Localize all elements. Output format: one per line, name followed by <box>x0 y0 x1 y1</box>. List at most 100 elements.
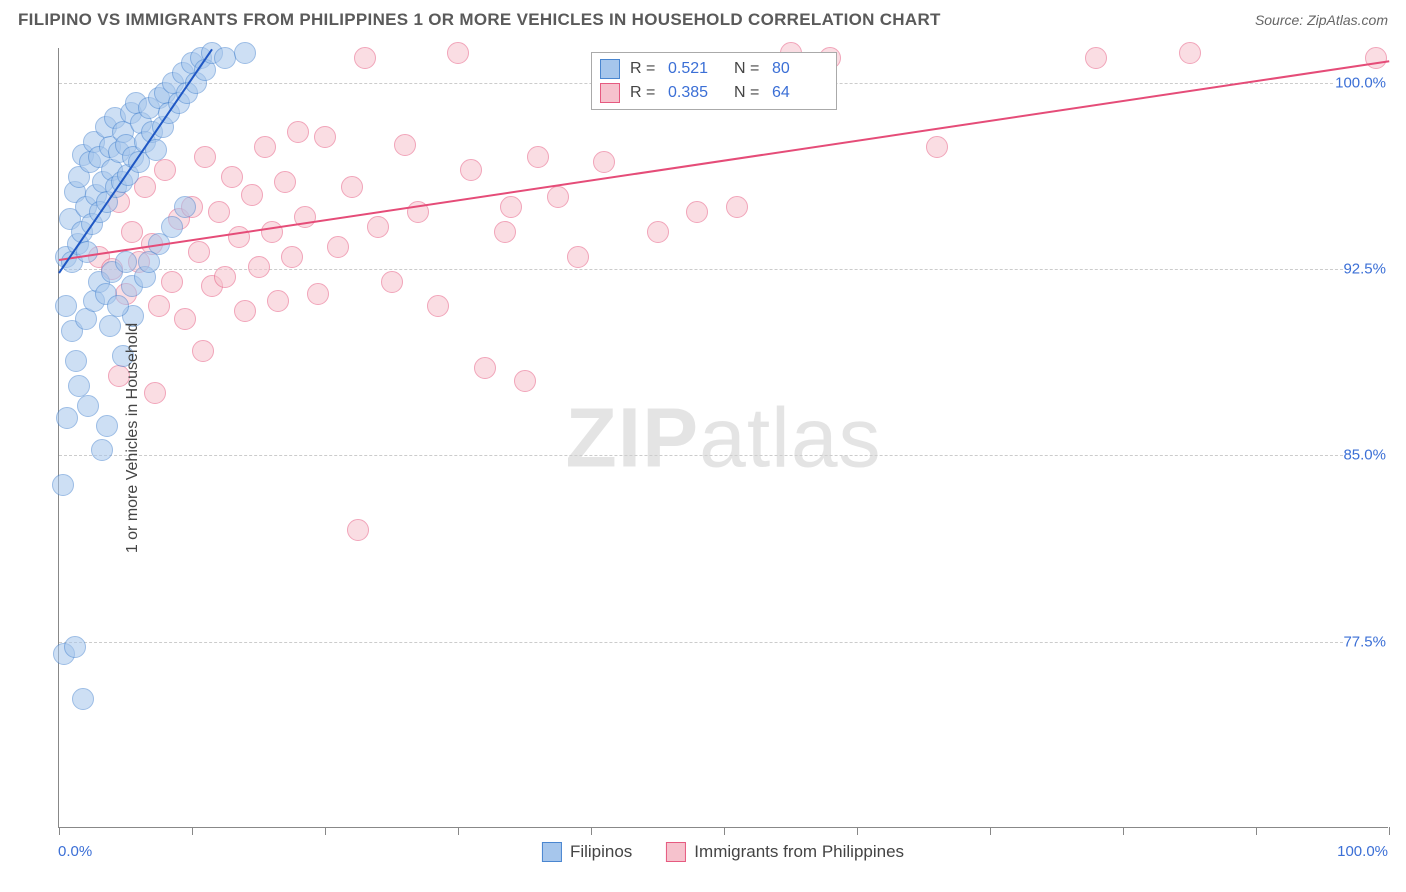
stats-row: R = 0.385 N = 64 <box>600 81 828 105</box>
point-immigrants <box>192 340 214 362</box>
point-immigrants <box>394 134 416 156</box>
source-label: Source: ZipAtlas.com <box>1255 12 1388 28</box>
watermark: ZIPatlas <box>565 389 881 486</box>
stats-swatch <box>600 59 620 79</box>
point-immigrants <box>347 519 369 541</box>
point-filipinos <box>64 636 86 658</box>
x-tick <box>192 827 193 835</box>
point-filipinos <box>174 196 196 218</box>
point-immigrants <box>427 295 449 317</box>
legend-label-b: Immigrants from Philippines <box>694 842 904 862</box>
point-immigrants <box>460 159 482 181</box>
point-immigrants <box>1085 47 1107 69</box>
stats-row: R = 0.521 N = 80 <box>600 57 828 81</box>
chart-title: FILIPINO VS IMMIGRANTS FROM PHILIPPINES … <box>18 10 941 30</box>
x-tick <box>857 827 858 835</box>
point-immigrants <box>241 184 263 206</box>
plot-area: 77.5%85.0%92.5%100.0%ZIPatlasR =0.521N =… <box>58 48 1388 828</box>
x-axis-min-label: 0.0% <box>58 843 92 860</box>
point-filipinos <box>72 688 94 710</box>
point-immigrants <box>188 241 210 263</box>
point-immigrants <box>254 136 276 158</box>
point-filipinos <box>55 295 77 317</box>
point-immigrants <box>208 201 230 223</box>
y-tick-label: 92.5% <box>1343 261 1390 278</box>
stat-r-value: 0.521 <box>668 60 724 78</box>
point-filipinos <box>234 42 256 64</box>
x-tick <box>990 827 991 835</box>
point-immigrants <box>547 186 569 208</box>
point-immigrants <box>121 221 143 243</box>
point-immigrants <box>228 226 250 248</box>
point-immigrants <box>248 256 270 278</box>
y-axis-title: 1 or more Vehicles in Household <box>124 323 142 553</box>
legend-item-filipinos: Filipinos <box>542 842 632 862</box>
point-immigrants <box>287 121 309 143</box>
point-immigrants <box>686 201 708 223</box>
point-filipinos <box>161 216 183 238</box>
point-immigrants <box>327 236 349 258</box>
point-immigrants <box>281 246 303 268</box>
x-tick <box>591 827 592 835</box>
point-immigrants <box>593 151 615 173</box>
point-immigrants <box>174 308 196 330</box>
point-filipinos <box>52 474 74 496</box>
point-filipinos <box>65 350 87 372</box>
stat-r-value: 0.385 <box>668 84 724 102</box>
x-tick <box>724 827 725 835</box>
point-immigrants <box>726 196 748 218</box>
legend-swatch-b <box>666 842 686 862</box>
x-tick <box>1256 827 1257 835</box>
gridline <box>59 455 1388 456</box>
stat-n-label: N = <box>734 60 762 78</box>
legend-swatch-a <box>542 842 562 862</box>
point-immigrants <box>274 171 296 193</box>
stat-n-label: N = <box>734 84 762 102</box>
stat-n-value: 80 <box>772 60 828 78</box>
point-immigrants <box>214 266 236 288</box>
point-immigrants <box>314 126 336 148</box>
x-tick <box>325 827 326 835</box>
x-tick <box>1389 827 1390 835</box>
point-filipinos <box>107 295 129 317</box>
point-immigrants <box>144 382 166 404</box>
point-immigrants <box>381 271 403 293</box>
point-immigrants <box>567 246 589 268</box>
stat-r-label: R = <box>630 60 658 78</box>
point-filipinos <box>115 251 137 273</box>
point-immigrants <box>474 357 496 379</box>
point-immigrants <box>514 370 536 392</box>
stats-swatch <box>600 83 620 103</box>
point-immigrants <box>161 271 183 293</box>
point-filipinos <box>56 407 78 429</box>
point-filipinos <box>99 315 121 337</box>
legend-item-immigrants: Immigrants from Philippines <box>666 842 904 862</box>
point-filipinos <box>96 415 118 437</box>
point-immigrants <box>447 42 469 64</box>
point-filipinos <box>77 395 99 417</box>
point-immigrants <box>1179 42 1201 64</box>
x-tick <box>59 827 60 835</box>
point-immigrants <box>261 221 283 243</box>
point-immigrants <box>221 166 243 188</box>
stat-n-value: 64 <box>772 84 828 102</box>
point-immigrants <box>148 295 170 317</box>
gridline <box>59 642 1388 643</box>
point-immigrants <box>154 159 176 181</box>
point-immigrants <box>926 136 948 158</box>
point-immigrants <box>194 146 216 168</box>
x-tick <box>1123 827 1124 835</box>
point-immigrants <box>234 300 256 322</box>
stats-box: R = 0.521 N = 80 R = 0.385 N = 64 <box>591 52 837 110</box>
point-immigrants <box>307 283 329 305</box>
legend-label-a: Filipinos <box>570 842 632 862</box>
point-filipinos <box>138 251 160 273</box>
stat-r-label: R = <box>630 84 658 102</box>
point-filipinos <box>214 47 236 69</box>
point-immigrants <box>527 146 549 168</box>
point-filipinos <box>68 375 90 397</box>
point-immigrants <box>367 216 389 238</box>
x-tick <box>458 827 459 835</box>
point-immigrants <box>647 221 669 243</box>
y-tick-label: 85.0% <box>1343 447 1390 464</box>
